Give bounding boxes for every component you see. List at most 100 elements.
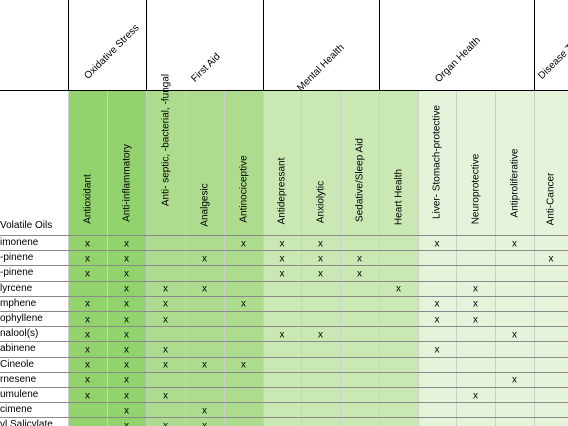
table-cell-mark: x — [548, 253, 554, 265]
column-gridline — [456, 90, 457, 426]
table-cell-mark: x — [124, 283, 129, 295]
row-oil-name: mphene — [0, 297, 37, 309]
row-oil-name: rnesene — [0, 373, 37, 385]
row-oil-name: -pinene — [0, 252, 34, 264]
column-header: Sedative/Sleep Aid — [354, 138, 365, 223]
table-cell-mark: x — [85, 238, 90, 250]
column-header: Anti- septic, -bacterial, -fungal — [160, 73, 171, 207]
column-header: Antidepressant — [276, 157, 288, 225]
column-fill — [68, 90, 107, 426]
row-oil-name: ophyllene — [0, 313, 43, 324]
table-cell-mark: x — [318, 268, 323, 280]
table-cell-mark: x — [124, 298, 129, 310]
table-cell-mark: x — [202, 405, 207, 417]
table-cell-mark: x — [85, 359, 90, 371]
column-fill — [418, 90, 456, 426]
table-cell-mark: x — [163, 314, 168, 326]
table-cell-mark: x — [124, 344, 129, 356]
column-header: Analgesic — [199, 183, 210, 227]
column-gridline — [534, 90, 535, 426]
column-fill — [107, 90, 146, 426]
column-fill — [146, 90, 185, 426]
row-gridline — [0, 417, 568, 419]
table-cell-mark: x — [357, 253, 362, 265]
table-cell-mark: x — [473, 390, 478, 402]
column-fill — [495, 90, 534, 426]
table-cell-mark: x — [279, 268, 285, 280]
column-gridline — [107, 90, 108, 426]
table-cell-mark: x — [473, 283, 478, 295]
group-label: Mental Health — [295, 42, 347, 94]
table-cell-mark: x — [124, 268, 129, 280]
row-gridline — [0, 250, 568, 252]
table-cell-mark: x — [512, 374, 517, 386]
column-gridline — [185, 90, 186, 426]
column-gridline — [146, 90, 147, 426]
table-cell-mark: x — [202, 253, 207, 265]
column-gridline — [379, 90, 380, 426]
column-gridline — [263, 90, 264, 426]
table-cell-mark: x — [318, 329, 323, 341]
table-cell-mark: x — [202, 420, 207, 426]
column-gridline — [495, 90, 496, 426]
column-header: Anti-Cancer — [545, 172, 557, 226]
group-divider — [68, 0, 69, 90]
table-cell-mark: x — [434, 344, 440, 356]
table-cell-mark: x — [85, 390, 90, 402]
group-label: First Aid — [189, 51, 223, 85]
group-header-border — [0, 90, 568, 91]
table-cell-mark: x — [473, 298, 478, 310]
table-cell-mark: x — [85, 314, 90, 326]
table-cell-mark: x — [357, 268, 362, 280]
oils-column-header: Volatile Oils — [0, 220, 53, 231]
table-cell-mark: x — [85, 268, 90, 280]
group-divider — [146, 0, 147, 90]
table-cell-mark: x — [163, 390, 168, 402]
table-cell-mark: x — [241, 298, 246, 310]
table-cell-mark: x — [512, 329, 517, 341]
table-cell-mark: x — [396, 283, 401, 295]
column-header: Heart Health — [393, 168, 404, 225]
table-cell-mark: x — [512, 238, 517, 250]
table-cell-mark: x — [163, 420, 168, 426]
table-cell-mark: x — [434, 314, 440, 326]
row-gridline — [0, 265, 568, 267]
table-cell-mark: x — [279, 329, 285, 341]
row-oil-name: -pinene — [0, 267, 34, 279]
column-header: Neuroprotective — [470, 153, 481, 224]
column-fill — [301, 90, 340, 426]
group-divider — [534, 0, 535, 90]
row-gridline — [0, 387, 568, 388]
table-cell-mark: x — [241, 238, 246, 250]
table-cell-mark: x — [124, 390, 129, 402]
column-header: Anti-inflammatory — [121, 144, 132, 222]
column-fill — [379, 90, 418, 426]
table-cell-mark: x — [124, 329, 129, 341]
column-header: Liver- Stomach-protective — [431, 104, 443, 219]
group-divider — [263, 0, 264, 90]
row-gridline — [0, 235, 568, 236]
table-cell-mark: x — [163, 283, 168, 295]
group-label: Oxidative Stress — [82, 22, 142, 82]
column-fill — [456, 90, 495, 426]
row-oil-name: cimene — [0, 404, 33, 416]
column-fill — [224, 90, 263, 426]
row-oil-name: yl Salicylate — [0, 419, 53, 426]
row-oil-name: lyrcene — [0, 282, 33, 294]
table-cell-mark: x — [318, 253, 323, 265]
column-header: Antioxidant — [82, 174, 93, 225]
table-cell-mark: x — [202, 359, 207, 371]
table-cell-mark: x — [202, 283, 207, 295]
group-label: Disease T — [536, 42, 568, 82]
row-oil-name: nalool(s) — [0, 328, 39, 340]
table-cell-mark: x — [85, 344, 90, 356]
table-cell-mark: x — [318, 238, 323, 250]
row-gridline — [0, 402, 568, 404]
row-gridline — [0, 326, 568, 328]
table-cell-mark: x — [473, 314, 478, 326]
table-cell-mark: x — [434, 298, 440, 310]
table-cell-mark: x — [241, 359, 246, 371]
row-gridline — [0, 311, 568, 312]
table-cell-mark: x — [124, 420, 129, 426]
column-gridline — [224, 90, 225, 426]
